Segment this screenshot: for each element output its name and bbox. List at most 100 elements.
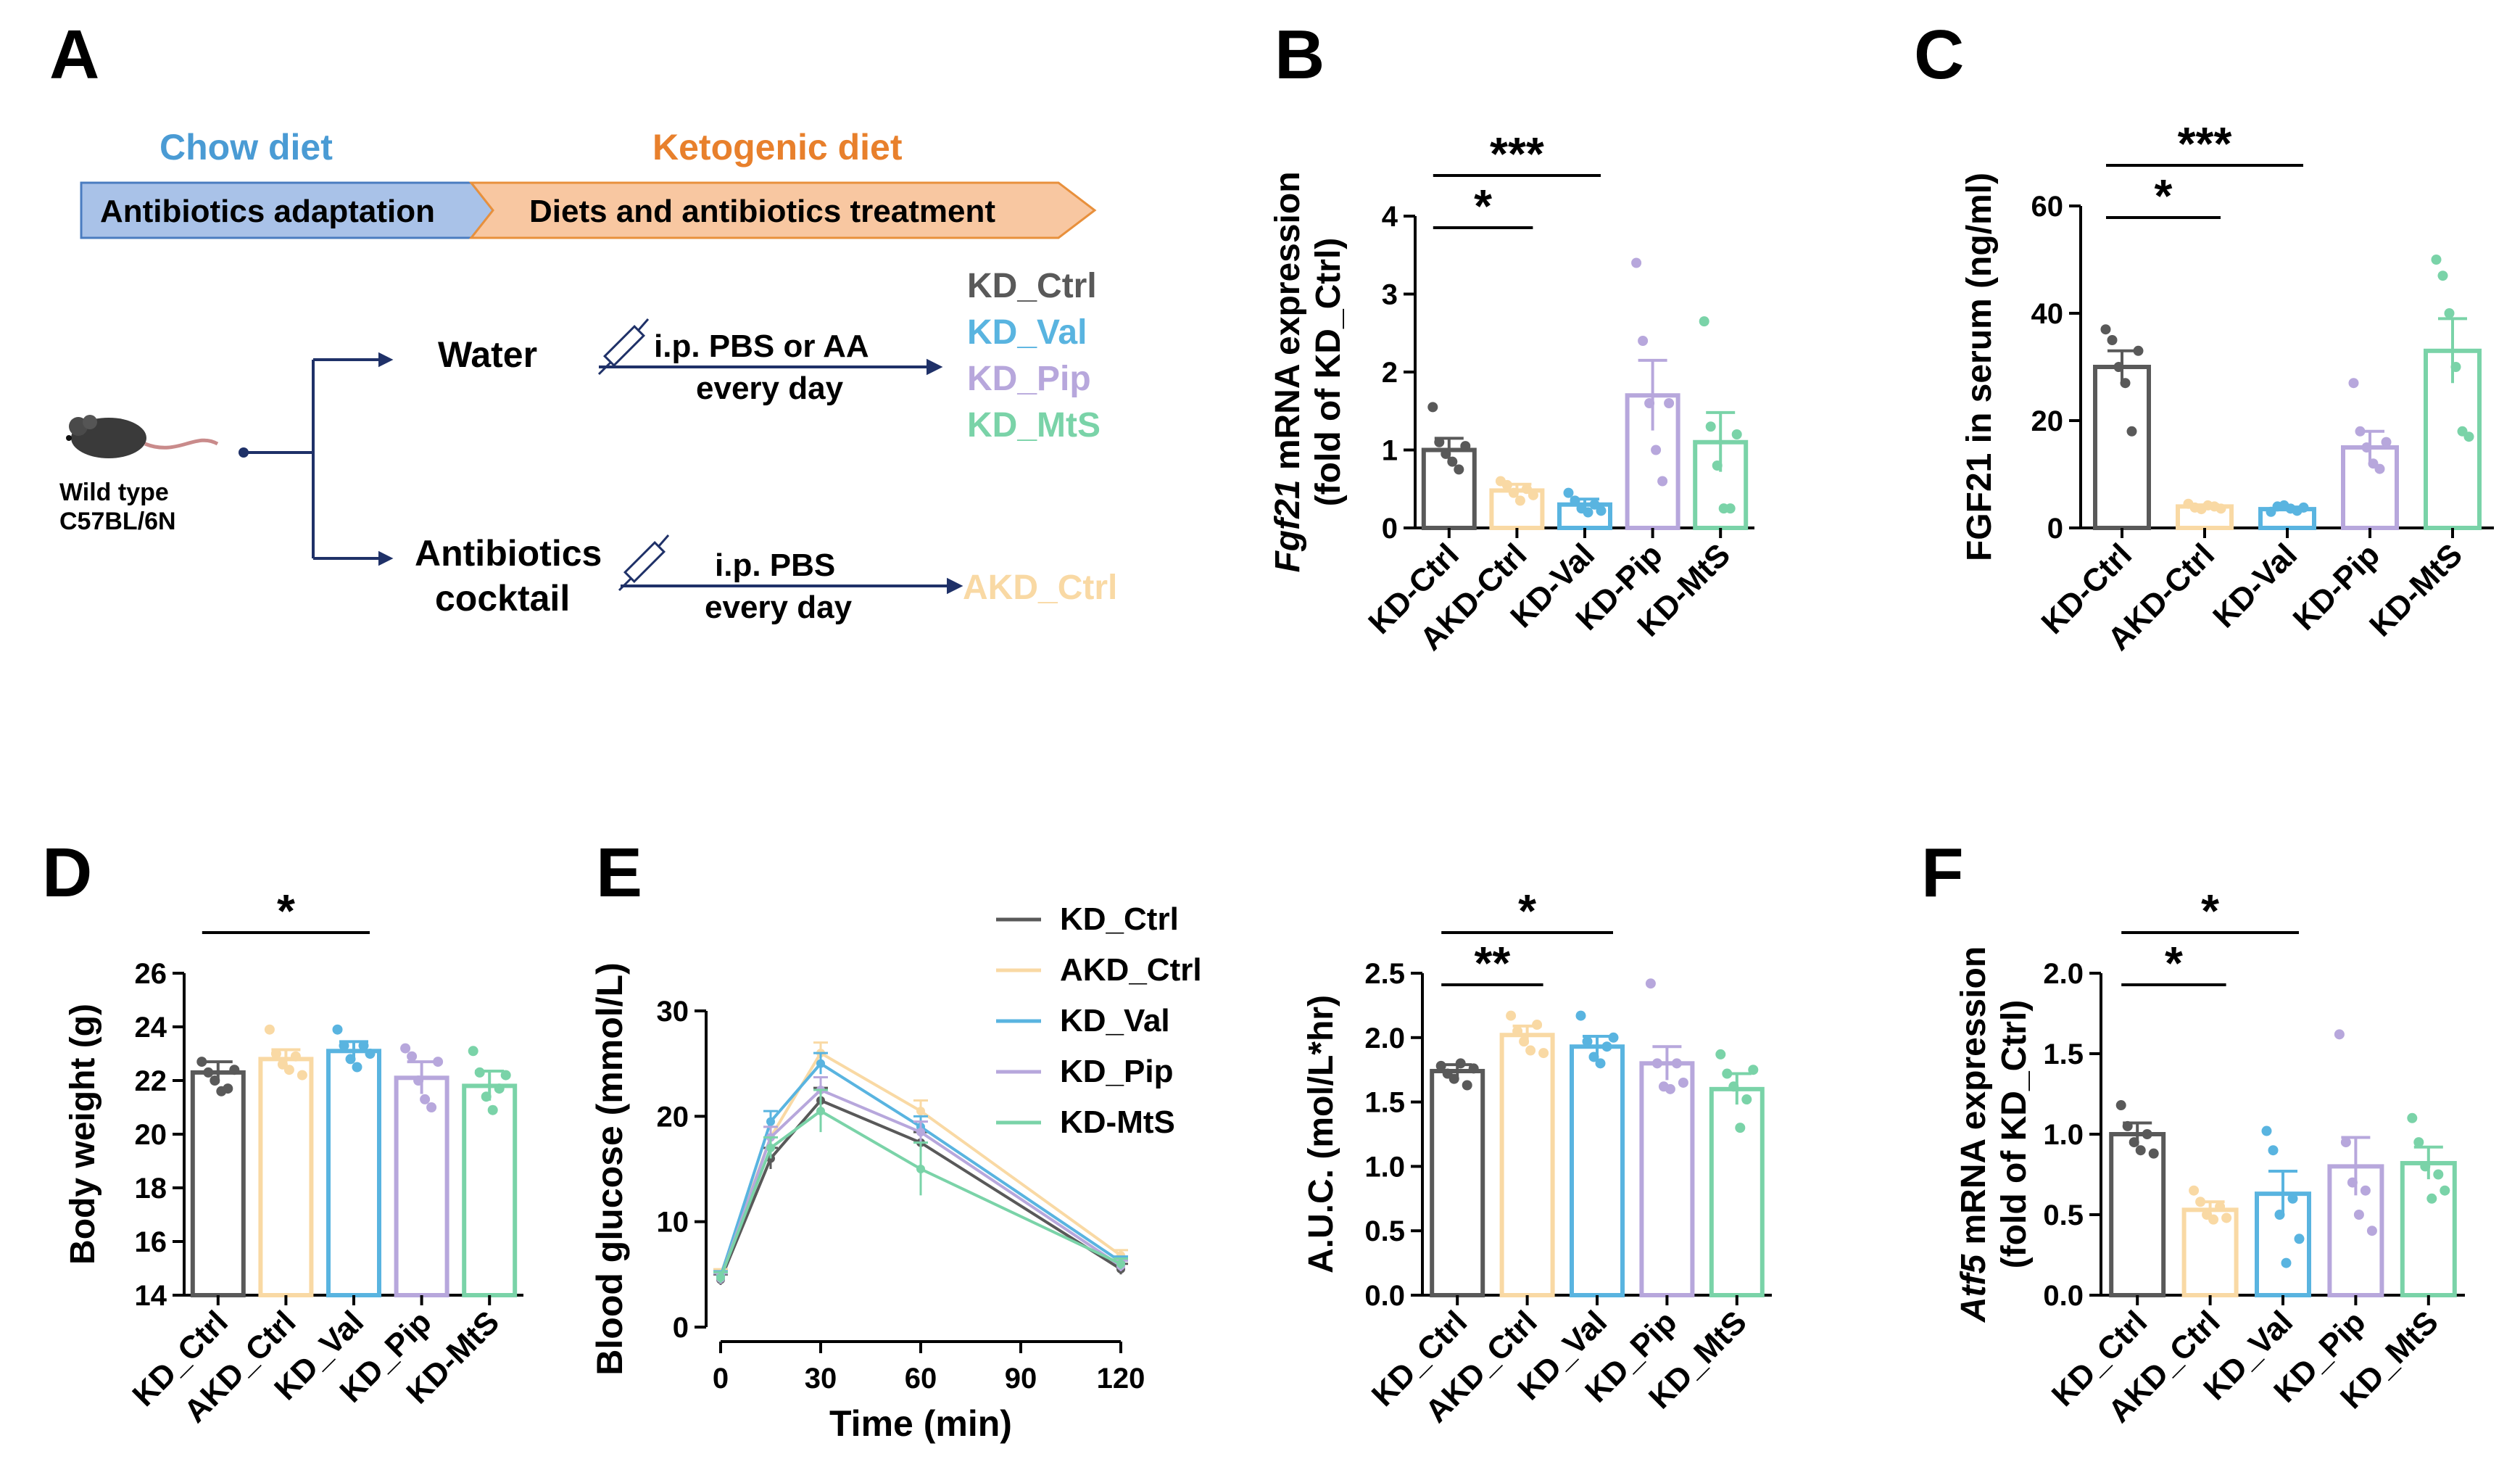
data-point: [1508, 487, 1519, 498]
data-point: [345, 1054, 356, 1065]
data-point: [352, 1062, 362, 1073]
x-tick-label: 120: [1097, 1363, 1145, 1395]
syringe-icon-2: [618, 534, 670, 592]
data-point: [2407, 1112, 2418, 1123]
data-point: [916, 1165, 925, 1173]
data-point: [2450, 362, 2461, 372]
outcome-kd-val: KD_Val: [967, 313, 1087, 352]
bar-4: [2400, 1160, 2457, 1297]
bar-0: [1430, 1068, 1485, 1297]
data-point: [2100, 324, 2111, 335]
panel-letter-e: E: [596, 834, 642, 912]
data-point: [420, 1094, 431, 1104]
outcome-akd-ctrl: AKD_Ctrl: [963, 569, 1117, 607]
data-point: [2431, 255, 2442, 265]
data-point: [290, 1051, 301, 1062]
y-axis-label: A.U.C. (mol/L*hr): [1302, 995, 1340, 1273]
data-point: [2120, 378, 2131, 389]
data-point: [1644, 398, 1655, 408]
data-point: [1525, 1045, 1536, 1056]
data-point: [2115, 1100, 2126, 1111]
data-point: [766, 1117, 775, 1126]
bar-4: [462, 1083, 518, 1298]
data-point: [2208, 1214, 2219, 1225]
data-point: [494, 1083, 505, 1094]
data-point: [816, 1059, 825, 1068]
panel-letter-b: B: [1274, 16, 1325, 94]
data-point: [2142, 1129, 2152, 1139]
y-tick-label: 2.0: [1364, 1023, 1405, 1054]
y-tick-label: 0: [673, 1312, 689, 1344]
y-tick-label: 1: [1382, 435, 1398, 467]
data-point: [2361, 442, 2372, 453]
significance-label: *: [277, 885, 295, 937]
mouse-icon: [66, 415, 219, 458]
data-point: [1462, 1080, 1472, 1091]
data-point: [2440, 1185, 2450, 1196]
data-point: [2189, 1185, 2200, 1196]
y-tick-label: 20: [657, 1101, 689, 1133]
significance-label: *: [2155, 170, 2173, 222]
data-point: [210, 1075, 220, 1086]
data-point: [1589, 499, 1600, 510]
data-point: [1519, 1036, 1530, 1047]
y-tick-label: 0: [2047, 513, 2063, 545]
data-point: [468, 1046, 478, 1057]
adaptation-bar-label: Antibiotics adaptation: [100, 194, 435, 229]
data-point: [1699, 316, 1709, 327]
data-point: [1645, 978, 1656, 989]
water-label: Water: [438, 334, 537, 375]
significance-label: **: [1474, 937, 1510, 989]
significance-label: *: [1518, 885, 1536, 937]
y-tick-label: 0: [1382, 513, 1398, 545]
antibiotics-label-line2: cocktail: [435, 578, 570, 619]
data-point: [1575, 1010, 1586, 1021]
data-point: [2444, 308, 2455, 318]
data-point: [2107, 335, 2118, 345]
chart-c: 0204060KD-CtrlAKD-CtrlKD-ValKD-PipKD-MtS…: [1960, 117, 2494, 657]
y-tick-label: 3: [1382, 279, 1398, 311]
data-point: [1678, 1077, 1688, 1088]
data-point: [196, 1057, 207, 1067]
data-point: [1588, 1052, 1599, 1062]
y-axis-label: Fgf21 mRNA expression: [1269, 171, 1307, 572]
data-point: [332, 1024, 343, 1035]
data-point: [2381, 437, 2392, 447]
y-tick-label: 1.5: [1364, 1087, 1405, 1119]
treatment-bar: [468, 181, 1097, 239]
data-point: [716, 1273, 725, 1282]
data-point: [270, 1049, 281, 1059]
data-point: [297, 1070, 307, 1081]
data-point: [339, 1040, 349, 1051]
data-point: [487, 1104, 498, 1115]
y-tick-label: 20: [135, 1119, 167, 1151]
data-point: [2366, 1226, 2377, 1236]
water-route-line2: every day: [696, 371, 844, 406]
data-point: [1728, 1081, 1739, 1092]
data-point: [2437, 270, 2448, 281]
y-axis-label-line2: (fold of KD_Ctrl): [1995, 1000, 2034, 1269]
data-point: [2433, 1169, 2444, 1180]
data-point: [1748, 1065, 1759, 1075]
data-point: [1735, 1123, 1746, 1133]
chow-diet-label: Chow diet: [159, 127, 333, 168]
data-point: [2463, 431, 2474, 442]
significance-label: *: [2201, 885, 2219, 937]
abx-route-line1: i.p. PBS: [715, 548, 835, 583]
data-point: [1596, 505, 1607, 516]
data-point: [2148, 1148, 2159, 1159]
data-point: [1468, 1063, 1479, 1074]
data-point: [2215, 1201, 2226, 1212]
keto-diet-label: Ketogenic diet: [652, 127, 903, 168]
data-point: [1506, 1010, 1517, 1021]
significance-label: *: [1474, 180, 1492, 232]
y-axis-label-gene: Fgf21: [1269, 480, 1307, 573]
data-point: [1538, 1048, 1549, 1059]
data-point: [2195, 1197, 2206, 1207]
chart-d: 14161820222426KD_CtrlAKD_CtrlKD_ValKD_Pi…: [64, 885, 523, 1429]
outcome-kd-ctrl: KD_Ctrl: [967, 267, 1097, 305]
data-point: [1448, 1073, 1459, 1084]
data-point: [1725, 503, 1736, 514]
legend-entry: KD-MtS: [1060, 1104, 1175, 1140]
